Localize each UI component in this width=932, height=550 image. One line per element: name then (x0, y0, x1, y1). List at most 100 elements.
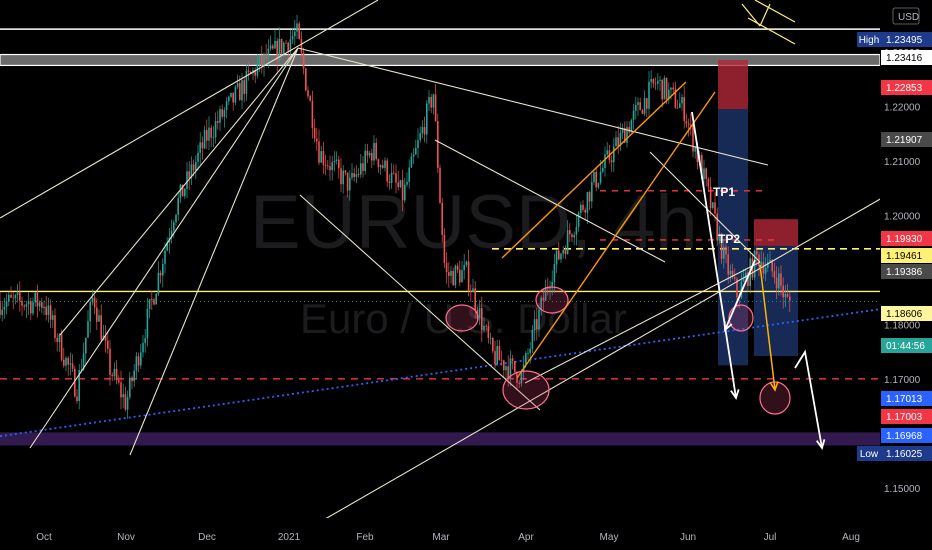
price-tag: 1.22853 (886, 83, 923, 94)
candle-body (401, 180, 404, 201)
arrow-small-head (723, 320, 733, 332)
candle-body (324, 165, 327, 166)
candle-body (536, 319, 538, 330)
candle-body (408, 167, 410, 182)
candle-body (465, 261, 468, 265)
candle-body (584, 209, 586, 213)
candle-body (223, 110, 226, 117)
candle-body (613, 146, 615, 163)
y-tick-label: 1.15000 (884, 484, 921, 495)
candle-body (0, 302, 1, 315)
candle-body (652, 78, 655, 84)
candle-body (269, 45, 272, 49)
candle-body (641, 110, 644, 114)
candle-body (531, 329, 534, 349)
candle-body (665, 77, 668, 99)
candle-body (648, 81, 650, 109)
x-tick-label: 2021 (278, 532, 301, 543)
candle-body (140, 352, 142, 366)
x-tick-label: Jul (764, 532, 777, 543)
candle-body (428, 96, 430, 104)
candle-body (773, 271, 776, 278)
candle-body (208, 127, 210, 141)
candle-body (58, 334, 61, 342)
candle-body (762, 262, 765, 274)
candle-body (654, 83, 657, 85)
price-tag-bg (881, 32, 932, 47)
candle-body (529, 348, 531, 354)
candle-body (657, 80, 659, 84)
candle-body (430, 96, 432, 108)
candle-body (404, 184, 406, 201)
candle-body (129, 377, 131, 398)
candle-body (452, 270, 454, 286)
candle-body (85, 337, 87, 354)
candle-body (368, 152, 371, 156)
candle-body (214, 121, 217, 138)
candle-body (3, 306, 6, 310)
candle-body (14, 295, 17, 299)
candle-body (448, 272, 450, 276)
price-tag-bg (881, 409, 932, 424)
candle-body (395, 173, 397, 183)
candle-body (30, 301, 32, 314)
candle-body (228, 96, 230, 102)
candle-body (771, 259, 773, 272)
candle-body (399, 180, 402, 188)
price-tag-bg (881, 231, 932, 246)
candle-body (681, 96, 683, 104)
candle-body (300, 38, 303, 53)
candle-body (173, 222, 175, 231)
candle-body (492, 338, 494, 352)
candle-body (10, 294, 12, 298)
candle-body (586, 192, 589, 213)
candle-body (294, 31, 296, 37)
candle-body (254, 69, 256, 76)
candle-body (650, 78, 652, 82)
candle-body (390, 172, 393, 183)
candle-body (82, 353, 85, 370)
candle-body (302, 52, 305, 69)
candle-body (707, 178, 710, 187)
candle-body (489, 338, 492, 339)
x-tick-label: Aug (842, 532, 860, 543)
candle-body (265, 53, 267, 60)
candle-body (190, 164, 193, 179)
trendline-falling-3 (649, 151, 761, 263)
candle-body (696, 147, 699, 163)
candle-body (56, 337, 58, 342)
short2-stop-box (754, 219, 798, 246)
candle-body (192, 164, 195, 171)
price-tag: 1.21907 (886, 135, 923, 146)
candle-body (549, 287, 551, 289)
candle-body (331, 162, 333, 171)
candle-body (5, 301, 8, 307)
trendline-rising-3 (59, 47, 299, 336)
candle-body (593, 171, 595, 183)
candle-body (322, 151, 325, 166)
candle-body (672, 87, 674, 90)
candle-body (201, 142, 204, 149)
candle-body (126, 397, 129, 410)
candle-body (533, 319, 536, 330)
candle-body (474, 288, 476, 310)
price-tag: 01:44:56 (886, 341, 925, 352)
candle-body (437, 121, 439, 168)
candle-body (78, 369, 80, 401)
candle-body (274, 40, 276, 49)
candle-body (659, 79, 661, 81)
highlight-circle-4 (728, 304, 754, 332)
candle-body (727, 254, 729, 275)
candle-body (107, 340, 109, 349)
candle-body (155, 293, 157, 305)
price-tag-name-bg (857, 446, 881, 461)
candle-body (511, 358, 514, 362)
candle-body (382, 165, 384, 168)
candle-body (43, 306, 45, 308)
candle-body (287, 42, 289, 52)
price-tag-bg (881, 306, 932, 321)
candle-body (93, 297, 96, 308)
price-tag: 1.23495 (886, 35, 923, 46)
candle-body (643, 98, 646, 114)
